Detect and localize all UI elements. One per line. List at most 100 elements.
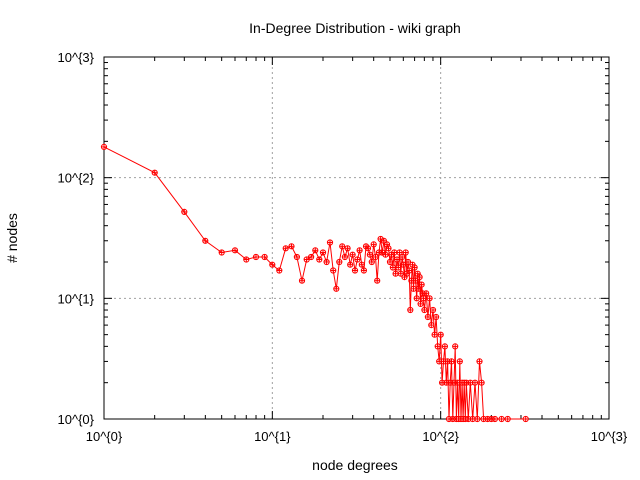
data-point bbox=[491, 415, 498, 423]
data-point bbox=[293, 253, 300, 261]
data-point bbox=[202, 237, 209, 244]
data-point bbox=[288, 243, 295, 250]
data-point bbox=[441, 343, 448, 350]
data-point bbox=[308, 253, 315, 261]
data-point bbox=[404, 258, 412, 266]
data-point bbox=[392, 270, 399, 277]
data-point bbox=[368, 258, 375, 266]
data-point bbox=[364, 245, 372, 252]
data-point bbox=[396, 249, 403, 256]
data-point bbox=[416, 274, 423, 281]
y-tick-label: 10^{0} bbox=[58, 412, 95, 427]
data-point bbox=[452, 343, 459, 350]
data-point bbox=[100, 143, 108, 150]
data-point bbox=[391, 249, 398, 256]
data-point bbox=[347, 261, 354, 268]
data-point bbox=[498, 415, 505, 423]
data-point bbox=[417, 300, 424, 307]
data-point bbox=[399, 253, 406, 261]
data-point bbox=[504, 415, 511, 423]
data-point bbox=[415, 285, 422, 292]
data-point bbox=[434, 343, 441, 350]
data-point bbox=[412, 277, 419, 284]
data-point bbox=[410, 285, 417, 292]
data-point bbox=[323, 258, 330, 266]
data-point bbox=[330, 267, 337, 274]
data-point bbox=[407, 306, 414, 314]
data-point bbox=[400, 261, 407, 268]
data-point bbox=[298, 277, 306, 284]
y-axis-label: # nodes bbox=[4, 213, 20, 263]
data-point bbox=[181, 208, 188, 215]
data-point bbox=[351, 267, 359, 274]
data-point bbox=[354, 256, 361, 263]
y-tick-label: 10^{2} bbox=[58, 171, 95, 186]
x-tick-label: 10^{3} bbox=[591, 429, 628, 444]
data-point bbox=[411, 264, 418, 271]
data-point bbox=[370, 241, 377, 248]
data-point bbox=[428, 322, 435, 329]
x-tick-label: 10^{2} bbox=[422, 429, 459, 444]
data-point bbox=[424, 313, 431, 321]
data-point bbox=[433, 313, 440, 321]
x-tick-label: 10^{0} bbox=[86, 429, 123, 444]
data-point bbox=[522, 415, 529, 423]
data-point bbox=[356, 247, 363, 254]
data-point bbox=[474, 415, 481, 423]
data-point bbox=[420, 295, 427, 302]
data-point bbox=[382, 251, 389, 258]
data-point bbox=[231, 247, 239, 254]
data-point bbox=[471, 379, 479, 386]
data-point bbox=[431, 331, 438, 338]
data-point bbox=[478, 379, 485, 386]
data-point bbox=[261, 253, 268, 261]
data-point bbox=[402, 249, 409, 256]
data-point bbox=[252, 253, 260, 261]
data-point bbox=[418, 281, 425, 288]
data-point bbox=[151, 169, 158, 176]
data-point bbox=[429, 306, 437, 314]
data-point bbox=[336, 258, 343, 266]
data-point bbox=[282, 245, 289, 252]
data-point bbox=[339, 243, 346, 250]
data-point bbox=[218, 249, 225, 256]
data-point bbox=[406, 267, 413, 274]
series bbox=[100, 143, 529, 423]
data-point bbox=[319, 249, 327, 256]
data-point bbox=[374, 277, 381, 284]
data-point bbox=[316, 256, 323, 263]
data-point bbox=[395, 264, 402, 271]
y-tick-label: 10^{1} bbox=[58, 291, 95, 306]
data-point bbox=[276, 267, 283, 274]
plot-frame bbox=[103, 56, 610, 420]
grid bbox=[104, 57, 609, 419]
data-point bbox=[385, 245, 392, 252]
data-point bbox=[397, 270, 404, 277]
data-point bbox=[360, 267, 367, 274]
series-line bbox=[103, 146, 526, 420]
data-point bbox=[393, 256, 401, 263]
data-point bbox=[386, 258, 394, 266]
data-point bbox=[476, 358, 483, 365]
data-point bbox=[344, 245, 351, 252]
data-point bbox=[426, 295, 433, 302]
data-point bbox=[423, 290, 430, 297]
data-point bbox=[389, 264, 396, 271]
x-tick-label: 10^{1} bbox=[254, 429, 291, 444]
y-tick-label: 10^{3} bbox=[58, 50, 95, 65]
data-point bbox=[380, 237, 387, 244]
data-point bbox=[358, 261, 365, 268]
data-point bbox=[341, 253, 348, 261]
x-axis-label: node degrees bbox=[312, 457, 398, 473]
data-point bbox=[326, 239, 334, 246]
data-point bbox=[349, 251, 356, 258]
data-point bbox=[366, 251, 373, 258]
chart-title: In-Degree Distribution - wiki graph bbox=[249, 20, 461, 36]
data-point bbox=[269, 261, 276, 268]
data-point bbox=[333, 285, 340, 292]
axis-ticks: 10^{0} 10^{1} 10^{2} 10^{3} 10^{0} 10^{1} 10^{… bbox=[58, 50, 628, 444]
data-point bbox=[437, 331, 444, 338]
data-point bbox=[243, 256, 250, 263]
